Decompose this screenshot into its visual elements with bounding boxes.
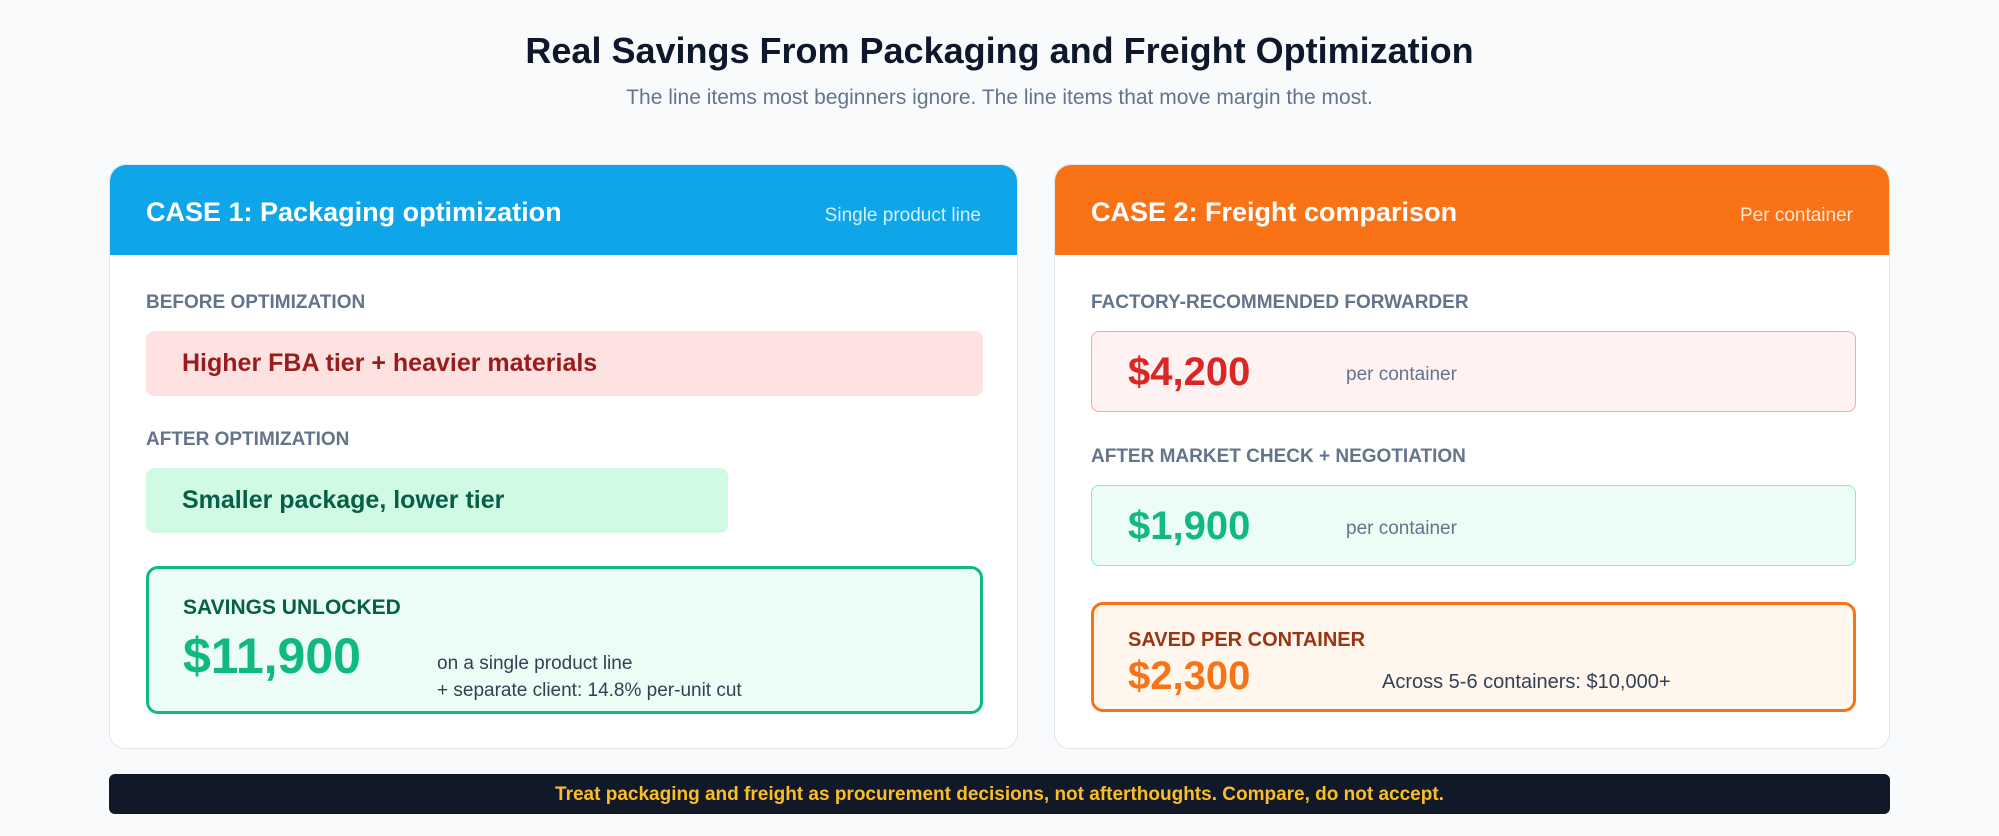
case-2-card: CASE 2: Freight comparison Per container… <box>1054 164 1890 749</box>
takeaway-banner-text: Treat packaging and freight as procureme… <box>555 784 1444 805</box>
savings-unlocked-box: SAVINGS UNLOCKED $11,900 on a single pro… <box>146 566 983 714</box>
page-subtitle: The line items most beginners ignore. Th… <box>626 86 1373 109</box>
case-2-header: CASE 2: Freight comparison Per container <box>1055 165 1889 255</box>
takeaway-banner: Treat packaging and freight as procureme… <box>109 774 1890 814</box>
page-title: Real Savings From Packaging and Freight … <box>525 30 1474 71</box>
saved-per-container-label: SAVED PER CONTAINER <box>1128 629 1366 651</box>
savings-note-single-line: on a single product line <box>437 653 633 674</box>
saved-per-container-value: $2,300 <box>1128 654 1251 698</box>
before-optimization-box: Higher FBA tier + heavier materials <box>146 331 983 396</box>
savings-note-separate-client: + separate client: 14.8% per-unit cut <box>437 680 742 701</box>
before-optimization-label: BEFORE OPTIMIZATION <box>146 292 366 313</box>
case-1-title: CASE 1: Packaging optimization <box>146 197 562 227</box>
after-optimization-box: Smaller package, lower tier <box>146 468 728 533</box>
saved-across-containers-note: Across 5-6 containers: $10,000+ <box>1382 671 1671 693</box>
after-optimization-text: Smaller package, lower tier <box>182 486 505 514</box>
negotiated-label: AFTER MARKET CHECK + NEGOTIATION <box>1091 446 1466 467</box>
after-optimization-label: AFTER OPTIMIZATION <box>146 429 350 450</box>
case-1-header: CASE 1: Packaging optimization Single pr… <box>110 165 1017 255</box>
forwarder-label: FACTORY-RECOMMENDED FORWARDER <box>1091 292 1469 313</box>
case-1-tag: Single product line <box>824 205 981 226</box>
savings-unlocked-value: $11,900 <box>183 628 361 684</box>
savings-unlocked-label: SAVINGS UNLOCKED <box>183 596 401 619</box>
forwarder-price-box: $4,200 per container <box>1091 331 1856 412</box>
negotiated-price: $1,900 <box>1128 504 1251 548</box>
saved-per-container-box: SAVED PER CONTAINER $2,300 Across 5-6 co… <box>1091 602 1856 712</box>
forwarder-unit: per container <box>1346 364 1457 385</box>
before-optimization-text: Higher FBA tier + heavier materials <box>182 349 598 377</box>
negotiated-unit: per container <box>1346 518 1457 539</box>
case-1-card: CASE 1: Packaging optimization Single pr… <box>109 164 1018 749</box>
case-2-title: CASE 2: Freight comparison <box>1091 197 1458 227</box>
forwarder-price: $4,200 <box>1128 350 1251 394</box>
negotiated-price-box: $1,900 per container <box>1091 485 1856 566</box>
case-2-tag: Per container <box>1739 205 1853 226</box>
